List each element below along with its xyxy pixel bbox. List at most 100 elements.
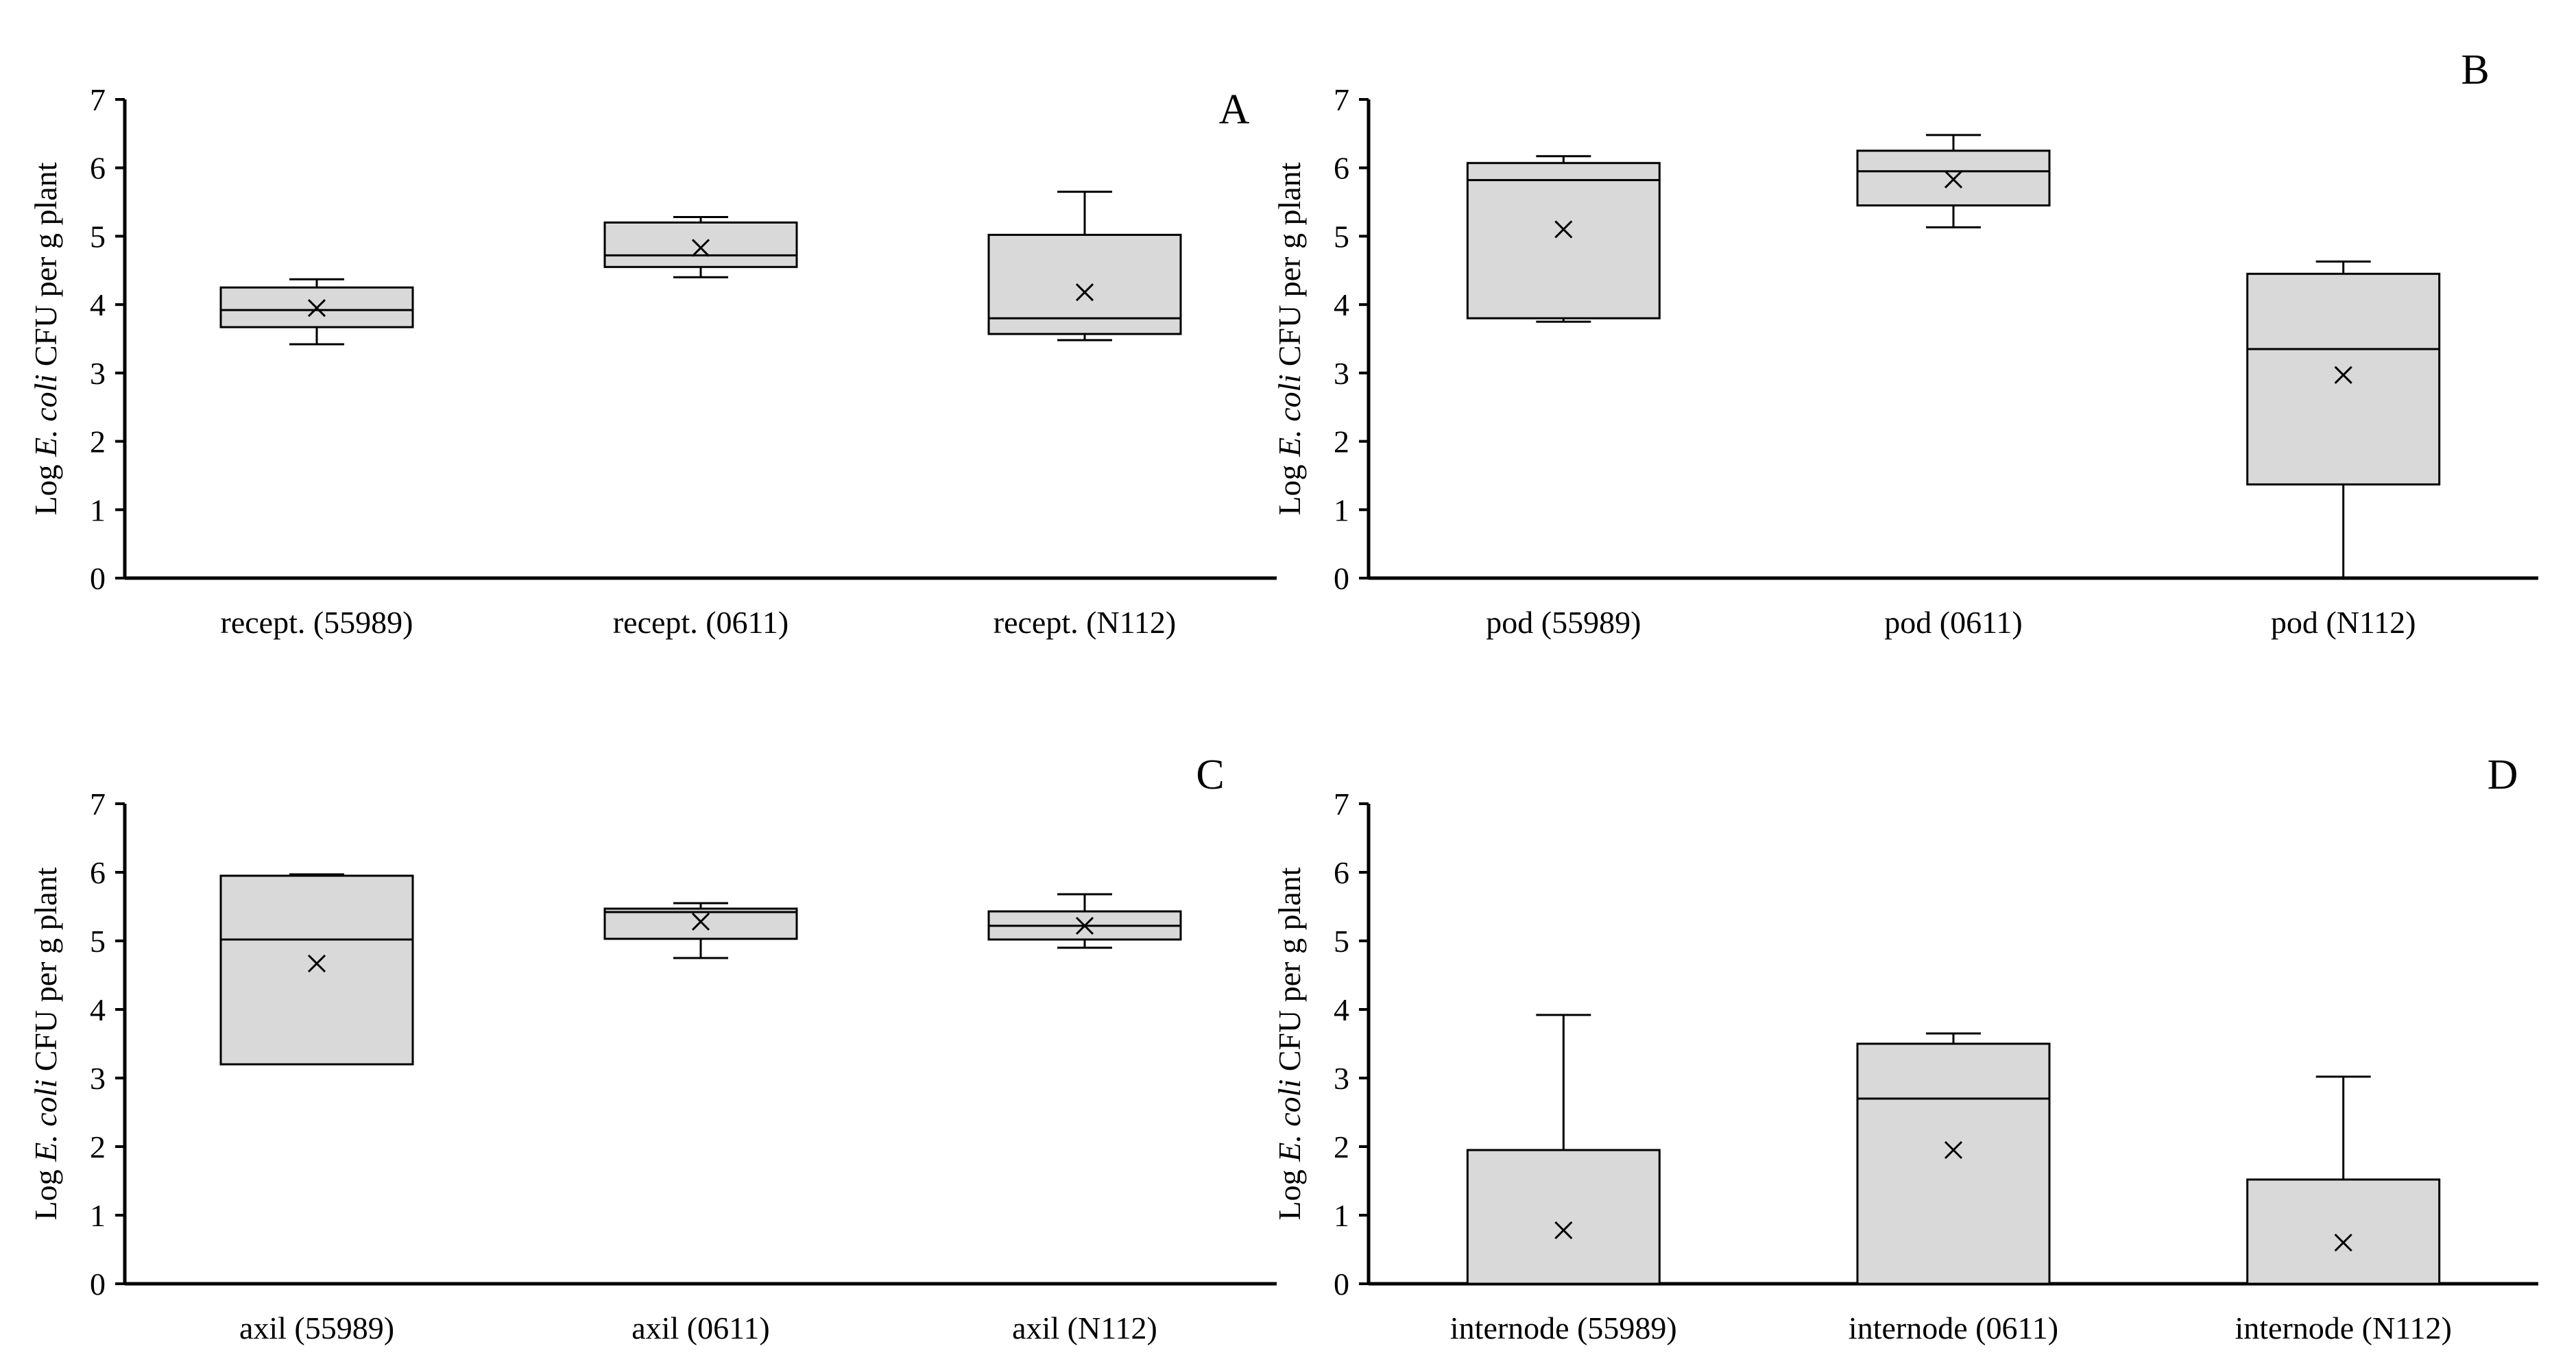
box-iqr — [1856, 149, 2051, 207]
y-tick-label: 0 — [90, 1267, 106, 1302]
box-2 — [603, 902, 798, 959]
box-2 — [603, 216, 798, 278]
y-tick-label: 3 — [1334, 356, 1349, 391]
mean-marker — [691, 239, 710, 257]
mean-marker — [1554, 1221, 1573, 1240]
y-axis-title-suffix: CFU per g plant — [1272, 867, 1307, 1079]
mean-marker — [2334, 366, 2352, 384]
y-tick-label: 2 — [90, 1129, 106, 1164]
y-axis-title: Log E. coli CFU per g plant — [1272, 162, 1307, 515]
x-category-label: pod (0611) — [1884, 605, 2022, 640]
y-axis-title-suffix: CFU per g plant — [28, 162, 63, 374]
panel-label: B — [2461, 47, 2489, 93]
x-category-label: recept. (55989) — [221, 605, 413, 640]
mean-marker-stroke — [2334, 366, 2352, 384]
y-tick-label: 3 — [90, 1061, 106, 1096]
y-tick-label: 6 — [1334, 151, 1349, 186]
mean-marker — [1554, 220, 1573, 239]
box-3 — [2246, 1075, 2441, 1285]
box-1 — [219, 873, 414, 1066]
y-tick-label: 6 — [90, 151, 106, 186]
mean-marker — [307, 954, 326, 973]
y-tick-label: 0 — [90, 561, 106, 596]
x-category-label: internode (0611) — [1849, 1311, 2058, 1345]
panel-label: C — [1196, 752, 1224, 798]
box-iqr — [219, 874, 414, 1066]
panel-c: C 0 1 2 3 4 5 6 7 Log E. coli CFU per g plant axil… — [28, 752, 1277, 1345]
y-tick-label: 5 — [1334, 924, 1349, 959]
y-tick-label: 7 — [1334, 82, 1349, 117]
y-axis-title-organism: E. coli — [28, 1079, 63, 1162]
box-1 — [1466, 155, 1661, 323]
mean-marker — [1075, 283, 1094, 302]
x-category-label: recept. (0611) — [613, 605, 789, 640]
box-iqr — [1466, 162, 1661, 320]
mean-marker-stroke — [1944, 170, 1963, 189]
y-tick-label: 6 — [1334, 855, 1349, 890]
y-tick-label: 7 — [90, 82, 106, 117]
panel-d: D 0 1 2 3 4 5 6 7 Log E. coli CFU per g plant inte… — [1272, 752, 2538, 1345]
y-tick-label: 6 — [90, 855, 106, 890]
y-axis-title: Log E. coli CFU per g plant — [28, 162, 63, 515]
y-tick-label: 2 — [1334, 1129, 1349, 1164]
box-iqr — [1856, 1042, 2051, 1285]
x-category-label: recept. (N112) — [994, 605, 1177, 640]
box-iqr — [603, 907, 798, 940]
y-tick-label: 1 — [1334, 1198, 1349, 1233]
y-tick-label: 4 — [90, 287, 106, 322]
x-category-label: internode (55989) — [1450, 1311, 1677, 1345]
y-tick-label: 3 — [90, 356, 106, 391]
y-tick-label: 1 — [90, 492, 106, 527]
y-axis-title-prefix: Log — [28, 1162, 63, 1221]
y-axis-title-organism: E. coli — [1272, 1079, 1307, 1162]
mean-marker-stroke — [2334, 1233, 2352, 1252]
mean-marker — [1944, 1140, 1963, 1160]
y-axis-title-prefix: Log — [1272, 457, 1307, 516]
y-tick-label: 3 — [1334, 1061, 1349, 1096]
y-tick-label: 1 — [90, 1198, 106, 1233]
mean-marker-stroke — [1554, 220, 1573, 239]
mean-marker-stroke — [1075, 916, 1094, 935]
y-tick-label: 5 — [90, 924, 106, 959]
mean-marker — [1944, 170, 1963, 189]
box-iqr — [1466, 1149, 1661, 1285]
box-3 — [987, 191, 1182, 342]
y-tick-label: 2 — [90, 424, 106, 459]
y-tick-label: 1 — [1334, 492, 1349, 527]
x-category-label: axil (N112) — [1012, 1311, 1157, 1345]
mean-marker — [2334, 1233, 2352, 1252]
x-category-label: axil (55989) — [239, 1311, 394, 1345]
x-category-label: internode (N112) — [2235, 1311, 2451, 1345]
mean-marker-stroke — [307, 954, 326, 973]
box-iqr — [2246, 272, 2441, 486]
y-tick-label: 0 — [1334, 1267, 1349, 1302]
mean-marker — [691, 912, 710, 931]
y-axis-title-suffix: CFU per g plant — [1272, 162, 1307, 374]
panel-b: B 0 1 2 3 4 5 6 7 Log E. coli CFU per g plant pod … — [1272, 47, 2538, 640]
mean-marker — [307, 299, 326, 318]
y-tick-label: 2 — [1334, 424, 1349, 459]
y-tick-label: 5 — [1334, 219, 1349, 254]
box-2 — [1856, 1032, 2051, 1285]
box-iqr — [603, 221, 798, 268]
box-2 — [1856, 134, 2051, 228]
box-1 — [219, 278, 414, 346]
box-1 — [1466, 1014, 1661, 1285]
y-tick-label: 7 — [90, 787, 106, 822]
y-tick-label: 0 — [1334, 561, 1349, 596]
y-axis-title-prefix: Log — [28, 457, 63, 516]
y-tick-label: 4 — [1334, 992, 1349, 1027]
y-axis-title: Log E. coli CFU per g plant — [1272, 867, 1307, 1220]
x-category-label: axil (0611) — [631, 1311, 769, 1345]
mean-marker-stroke — [691, 239, 710, 257]
y-axis-title-organism: E. coli — [1272, 374, 1307, 457]
box-iqr — [2246, 1178, 2441, 1285]
x-category-label: pod (55989) — [1486, 605, 1641, 640]
y-axis-title-organism: E. coli — [28, 374, 63, 457]
mean-marker-stroke — [307, 299, 326, 318]
y-tick-label: 7 — [1334, 787, 1349, 822]
panel-label: A — [1219, 86, 1250, 133]
mean-marker — [1075, 916, 1094, 935]
